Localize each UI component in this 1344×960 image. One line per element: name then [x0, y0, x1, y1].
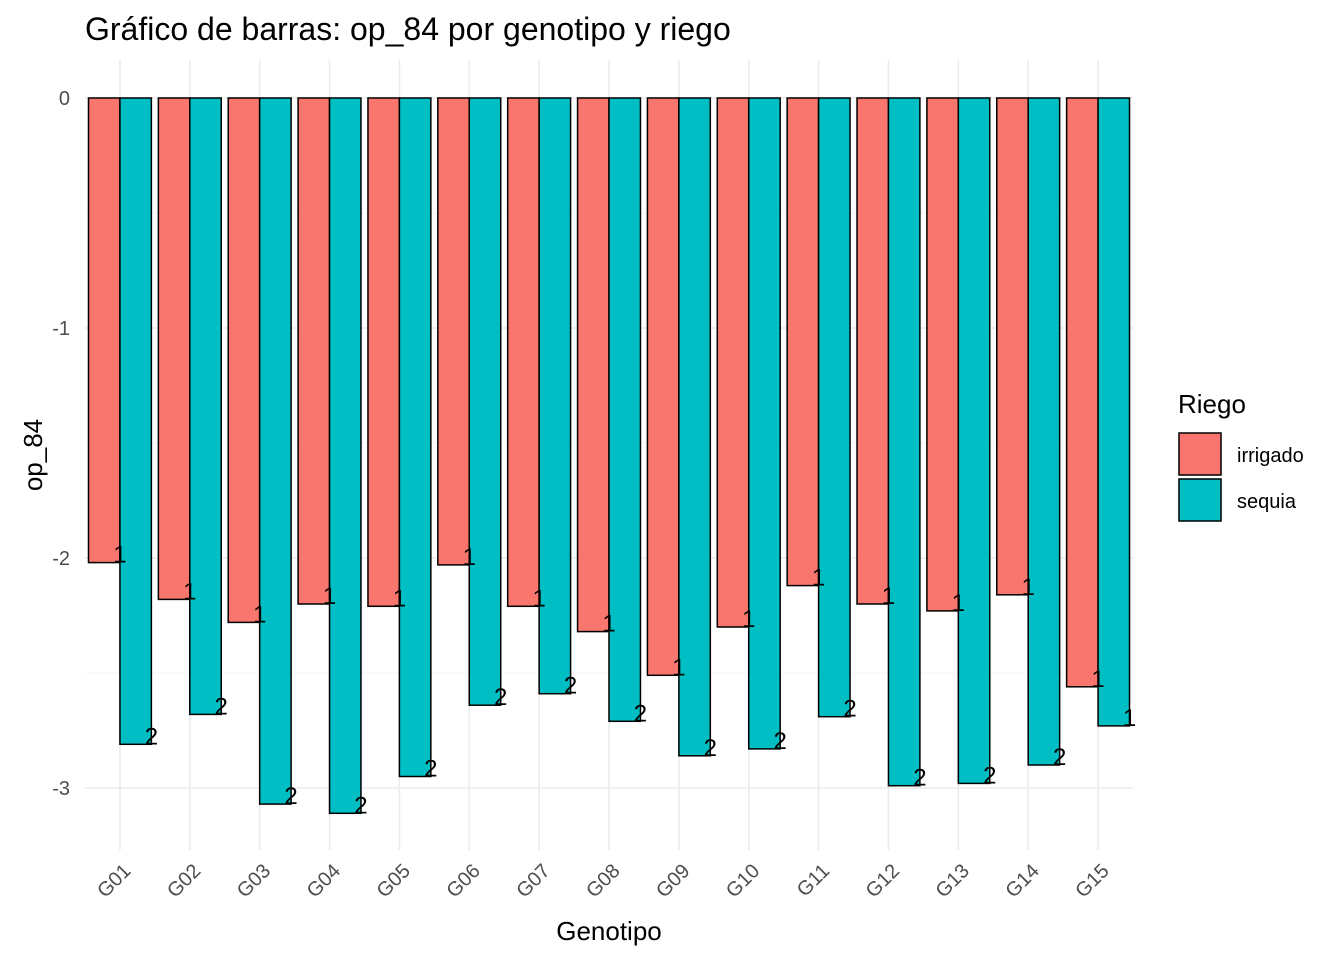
y-tick-label: -2	[52, 548, 70, 570]
bar-label: 1	[602, 611, 615, 638]
x-tick-label: G10	[722, 860, 764, 902]
bar-irrigado	[926, 97, 960, 612]
bar-sequia	[538, 97, 572, 695]
bar-label: 1	[183, 578, 196, 605]
bar-label: 2	[634, 700, 647, 727]
x-tick-label: G13	[932, 860, 974, 902]
bar-label: 1	[1022, 574, 1035, 601]
bar-irrigado	[786, 97, 820, 587]
legend: Riego irrigado sequia	[1178, 389, 1304, 522]
bar-irrigado	[856, 97, 890, 605]
bars	[87, 97, 1131, 815]
legend-label-sequia: sequia	[1237, 491, 1297, 513]
bar-label: 1	[393, 585, 406, 612]
bar-label: 1	[1091, 666, 1104, 693]
bar-irrigado	[227, 97, 261, 624]
bar-label: 2	[913, 765, 926, 792]
bar-label: 1	[1123, 705, 1136, 732]
x-tick-label: G15	[1071, 860, 1113, 902]
y-tick-label: -3	[52, 778, 70, 800]
x-tick-label: G03	[233, 860, 275, 902]
y-axis-ticks: 0 -1 -2 -3	[52, 88, 70, 800]
bar-label: 2	[424, 756, 437, 783]
x-tick-label: G02	[163, 860, 205, 902]
bar-irrigado	[157, 97, 191, 601]
x-axis-label: Genotipo	[556, 916, 662, 946]
bar-label: 1	[253, 601, 266, 628]
bar-irrigado	[646, 97, 680, 677]
bar-sequia	[1027, 97, 1061, 766]
y-axis-label: op_84	[18, 419, 48, 491]
bar-irrigado	[716, 97, 750, 628]
x-tick-label: G05	[373, 860, 415, 902]
bar-label: 2	[564, 673, 577, 700]
bar-sequia	[747, 97, 781, 750]
x-tick-label: G09	[652, 860, 694, 902]
bar-label: 1	[323, 583, 336, 610]
bar-irrigado	[297, 97, 331, 605]
bar-irrigado	[87, 97, 121, 564]
x-tick-label: G06	[443, 860, 485, 902]
bar-label: 2	[773, 728, 786, 755]
bar-irrigado	[576, 97, 610, 633]
bar-irrigado	[996, 97, 1029, 596]
bar-label: 1	[882, 583, 895, 610]
bar-irrigado	[1065, 97, 1099, 688]
x-tick-label: G14	[1001, 860, 1043, 902]
bar-label: 1	[742, 606, 755, 633]
bar-label: 2	[145, 723, 158, 750]
bar-label: 1	[113, 542, 126, 569]
bar-label: 2	[1053, 744, 1066, 771]
bar-sequia	[258, 97, 292, 805]
bar-label: 1	[812, 565, 825, 592]
bar-label: 2	[284, 783, 297, 810]
bar-sequia	[957, 97, 991, 785]
bar-irrigado	[506, 97, 540, 608]
bar-sequia	[1097, 97, 1131, 727]
bar-sequia	[817, 97, 851, 718]
bar-sequia	[468, 97, 502, 706]
bar-label: 2	[354, 792, 367, 819]
bar-label: 1	[952, 590, 965, 617]
bar-label: 2	[843, 696, 856, 723]
bar-sequia	[887, 97, 921, 787]
chart-title: Gráfico de barras: op_84 por genotipo y …	[85, 11, 731, 47]
legend-label-irrigado: irrigado	[1237, 445, 1304, 467]
y-tick-label: -1	[52, 318, 70, 340]
y-tick-label: 0	[59, 88, 70, 110]
bar-label: 1	[463, 544, 476, 571]
bar-label: 1	[532, 585, 545, 612]
x-tick-label: G08	[582, 860, 624, 902]
bar-sequia	[678, 97, 712, 757]
bar-label: 2	[494, 684, 507, 711]
bar-sequia	[119, 97, 153, 746]
bar-label: 2	[215, 693, 228, 720]
bar-irrigado	[367, 97, 401, 608]
legend-key-sequia	[1178, 478, 1222, 522]
x-tick-label: G12	[862, 860, 904, 902]
x-tick-label: G01	[93, 860, 135, 902]
x-tick-label: G04	[303, 860, 345, 902]
bar-sequia	[328, 97, 362, 815]
bar-sequia	[398, 97, 432, 778]
bar-label: 2	[704, 735, 717, 762]
bar-label: 2	[983, 762, 996, 789]
bar-label: 1	[672, 654, 685, 681]
x-axis-ticks: G01 G02 G03 G04 G05 G06 G07 G08 G09 G10 G11 G12 G13 G…	[93, 860, 1113, 902]
bar-irrigado	[437, 97, 471, 566]
x-tick-label: G07	[512, 860, 554, 902]
legend-title: Riego	[1178, 389, 1246, 419]
x-tick-label: G11	[793, 860, 834, 901]
legend-key-irrigado	[1178, 432, 1222, 476]
bar-sequia	[189, 97, 222, 716]
bar-sequia	[608, 97, 642, 723]
